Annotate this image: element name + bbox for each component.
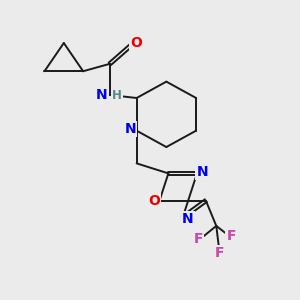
Text: H: H — [112, 89, 122, 102]
Text: N: N — [124, 122, 136, 136]
Text: F: F — [226, 229, 236, 243]
Text: F: F — [214, 246, 224, 260]
Text: N: N — [182, 212, 194, 226]
Text: O: O — [148, 194, 160, 208]
Text: O: O — [130, 36, 142, 50]
Text: N: N — [196, 165, 208, 179]
Text: F: F — [194, 232, 203, 246]
Text: N: N — [96, 88, 107, 102]
